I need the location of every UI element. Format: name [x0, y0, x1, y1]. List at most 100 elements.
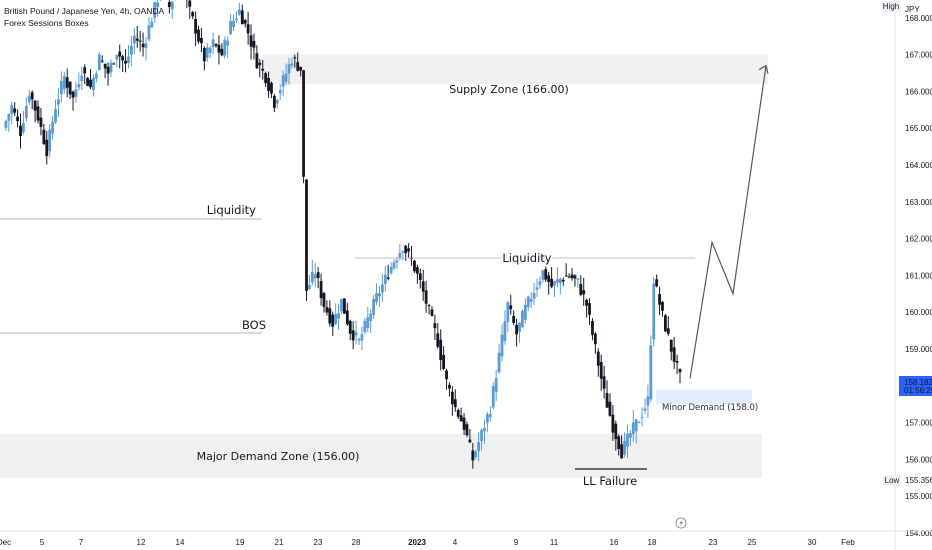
candle-body	[570, 274, 574, 279]
candle-body	[138, 40, 142, 42]
candle-body	[369, 313, 373, 321]
candle-body	[480, 429, 483, 442]
price-tick-label: 157.000	[905, 419, 932, 428]
candle-body	[94, 73, 98, 79]
candle-body	[640, 417, 644, 419]
candle-body	[92, 77, 95, 91]
candle-body	[658, 294, 661, 305]
candle-body	[433, 323, 437, 329]
candle-body	[74, 89, 78, 97]
candle-body	[535, 287, 539, 290]
candle-body	[631, 422, 635, 435]
price-tick-label: 167.000	[905, 51, 932, 60]
candle-body	[308, 284, 311, 290]
price-tick-label: 162.000	[905, 235, 932, 244]
candle-body	[287, 64, 291, 74]
candle-body	[445, 370, 448, 380]
candle-body	[407, 248, 411, 252]
candle-body	[200, 37, 203, 44]
candle-body	[313, 274, 317, 279]
candle-body	[521, 310, 524, 328]
price-tick-label: 161.000	[905, 271, 932, 280]
candle-body	[611, 414, 615, 433]
candle-body	[675, 360, 679, 363]
candle-body	[345, 310, 349, 325]
candle-body	[24, 105, 28, 119]
time-tick-label: 23	[314, 538, 323, 547]
candle-body	[637, 422, 641, 424]
candle-body	[372, 299, 375, 315]
candle-body	[596, 351, 600, 366]
candle-body	[579, 284, 583, 295]
liquidity-left-label: Liquidity	[207, 203, 256, 217]
candle-body	[494, 378, 498, 392]
candle-body	[483, 427, 486, 432]
candle-body	[249, 35, 253, 47]
candle-body	[202, 47, 206, 62]
candle-body	[343, 298, 346, 314]
price-axis[interactable]: 154.000155.000156.000157.000158.000159.0…	[881, 0, 932, 550]
time-tick-label: 7	[79, 538, 84, 547]
time-tick-label: Feb	[841, 538, 855, 547]
candle-body	[363, 320, 367, 333]
time-tick-label: 21	[275, 538, 284, 547]
candle-body	[357, 339, 361, 341]
indicator-label[interactable]: Forex Sessions Boxes	[4, 18, 89, 28]
candle-body	[418, 273, 422, 281]
symbol-title[interactable]: British Pound / Japanese Yen, 4h, OANDA	[4, 6, 165, 16]
price-tick-label: 160.000	[905, 308, 932, 317]
time-tick-label: 5	[40, 538, 45, 547]
candle-body	[529, 298, 533, 302]
candle-body	[380, 284, 384, 293]
candle-body	[153, 2, 157, 18]
time-tick-label: Dec	[0, 538, 11, 547]
candle-body	[585, 299, 589, 306]
candle-body	[442, 354, 446, 369]
candle-body	[360, 334, 364, 341]
candle-body	[261, 68, 265, 71]
candle-body	[439, 339, 443, 361]
candle-body	[240, 10, 244, 25]
candle-body	[267, 78, 270, 91]
candle-body	[328, 308, 332, 324]
candle-body	[112, 63, 116, 65]
candle-body	[623, 440, 626, 455]
candle-body	[118, 51, 122, 57]
supply-zone-label: Supply Zone (166.00)	[449, 83, 569, 96]
candle-body	[150, 21, 154, 28]
candle-body	[395, 260, 399, 263]
candle-body	[500, 334, 504, 357]
candle-body	[547, 275, 551, 282]
liquidity-mid-label: Liquidity	[502, 251, 551, 265]
candle-body	[453, 399, 457, 408]
candle-body	[564, 275, 568, 277]
candle-body	[310, 271, 314, 283]
candle-body	[270, 82, 273, 94]
candle-body	[217, 44, 221, 53]
candle-body	[488, 414, 492, 418]
candle-body	[655, 279, 659, 287]
candle-body	[634, 419, 638, 432]
price-tick-label: 154.000	[905, 529, 932, 538]
candle-body	[97, 54, 101, 71]
candle-body	[401, 251, 405, 253]
candle-body	[509, 305, 513, 310]
candle-body	[103, 63, 107, 69]
candle-body	[264, 73, 268, 83]
candle-body	[523, 304, 527, 320]
candle-body	[462, 417, 466, 430]
candle-body	[582, 290, 586, 295]
time-axis[interactable]: Dec 5 7 12 14 19 21 23 28 2023 4 9 11 16 18 23 25 30 Feb	[0, 517, 932, 547]
candle-body	[427, 305, 431, 307]
candle-body	[486, 414, 489, 423]
candle-body	[205, 47, 209, 58]
price-tick-label: 164.000	[905, 161, 932, 170]
candle-body	[141, 43, 145, 48]
candle-body	[503, 321, 507, 341]
high-badge-label: High	[883, 2, 899, 11]
candle-body	[515, 324, 518, 335]
candle-body	[197, 29, 200, 42]
candle-body	[666, 328, 670, 334]
candle-body	[354, 332, 358, 336]
